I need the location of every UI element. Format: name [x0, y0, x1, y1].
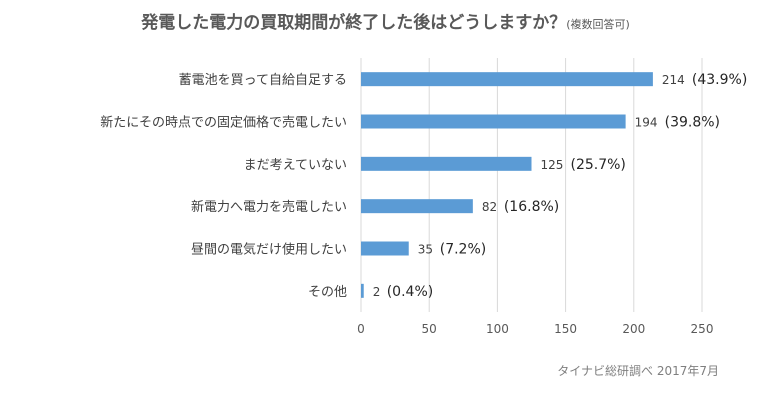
percent-label: (16.8%)	[504, 199, 559, 215]
x-tick-label: 100	[486, 322, 509, 336]
category-label: その他	[308, 285, 347, 300]
bar	[361, 72, 653, 87]
percent-label: (7.2%)	[440, 242, 487, 258]
category-label: 昼間の電気だけ使用したい	[191, 242, 347, 258]
data-label: 125	[541, 158, 564, 172]
category-label: 新たにその時点での固定価格で売電したい	[100, 115, 347, 131]
data-label: 82	[482, 200, 497, 214]
chart-title: 発電した電力の買取期間が終了した後はどうしますか？(複数回答可)	[0, 8, 771, 33]
percent-label: (0.4%)	[387, 284, 434, 300]
bar	[361, 283, 364, 298]
category-label: まだ考えていない	[244, 158, 347, 173]
x-tick-label: 150	[554, 322, 577, 336]
x-tick-label: 200	[622, 322, 645, 336]
percent-label: (43.9%)	[692, 72, 747, 88]
bar	[361, 241, 409, 256]
bar	[361, 114, 626, 129]
data-label: 35	[418, 243, 433, 257]
percent-label: (25.7%)	[571, 157, 626, 173]
data-label: 2	[373, 285, 381, 299]
source-note: タイナビ総研調べ 2017年7月	[557, 364, 719, 378]
percent-label: (39.8%)	[665, 115, 720, 131]
x-tick-label: 0	[357, 322, 365, 336]
title-note: (複数回答可)	[566, 18, 630, 31]
data-label: 194	[635, 116, 658, 130]
bar	[361, 156, 532, 171]
bar	[361, 199, 473, 214]
category-label: 新電力へ電力を売電したい	[191, 199, 347, 215]
x-tick-label: 50	[422, 322, 437, 336]
category-label: 蓄電池を買って自給自足する	[179, 73, 347, 88]
title-main: 発電した電力の買取期間が終了した後はどうしますか？	[141, 13, 567, 33]
data-label: 214	[662, 73, 685, 87]
x-tick-label: 250	[691, 322, 714, 336]
